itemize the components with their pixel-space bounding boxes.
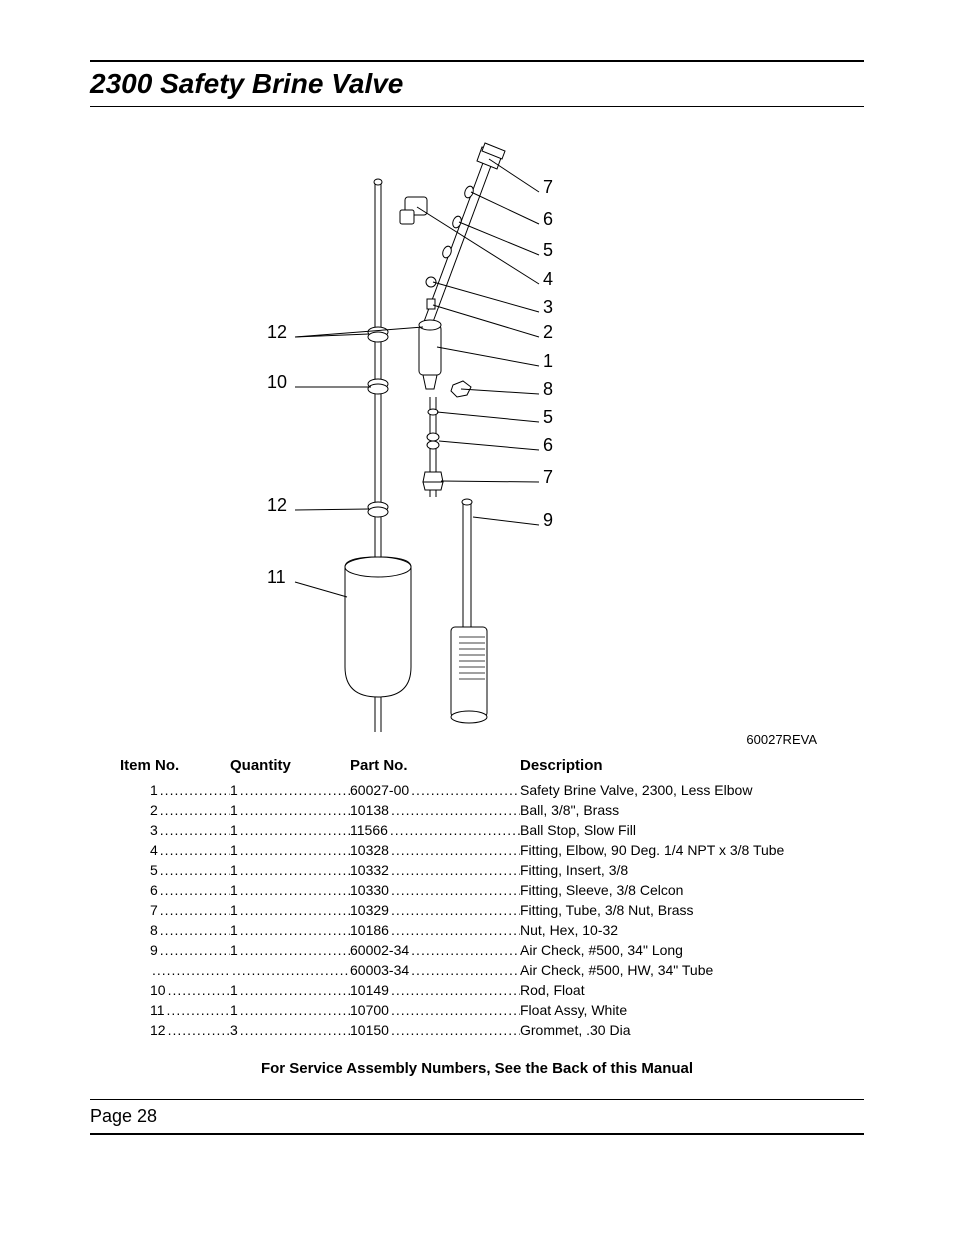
cell-item-no: 7 <box>120 902 230 918</box>
callout-number: 6 <box>543 209 553 230</box>
cell-quantity: 1 <box>230 1002 350 1018</box>
cell-quantity: 1 <box>230 902 350 918</box>
table-row: 5110332Fitting, Insert, 3/8 <box>120 862 864 878</box>
cell-part-no: 10700 <box>350 1002 520 1018</box>
top-rule <box>90 60 864 62</box>
callout-number: 5 <box>543 240 553 261</box>
cell-quantity: 1 <box>230 882 350 898</box>
header-quantity: Quantity <box>230 757 350 774</box>
cell-part-no: 60027-00 <box>350 782 520 798</box>
page-number: Page 28 <box>90 1106 864 1135</box>
callout-number: 3 <box>543 297 553 318</box>
header-item-no: Item No. <box>120 757 230 774</box>
callout-number: 2 <box>543 322 553 343</box>
cell-part-no: 10149 <box>350 982 520 998</box>
cell-quantity: 1 <box>230 782 350 798</box>
table-row: 3111566Ball Stop, Slow Fill <box>120 822 864 838</box>
cell-part-no: 10138 <box>350 802 520 818</box>
header-description: Description <box>520 757 864 774</box>
cell-description: Nut, Hex, 10-32 <box>520 922 864 938</box>
table-row: 9160002-34Air Check, #500, 34" Long <box>120 942 864 958</box>
cell-part-no: 10186 <box>350 922 520 938</box>
table-row: 11110700Float Assy, White <box>120 1002 864 1018</box>
table-row: 8110186Nut, Hex, 10-32 <box>120 922 864 938</box>
table-row: 6110330Fitting, Sleeve, 3/8 Celcon <box>120 882 864 898</box>
table-row: 60003-34Air Check, #500, HW, 34" Tube <box>120 962 864 978</box>
cell-item-no: 1 <box>120 782 230 798</box>
cell-item-no: 10 <box>120 982 230 998</box>
cell-description: Air Check, #500, 34" Long <box>520 942 864 958</box>
diagram-svg <box>227 137 727 747</box>
page-title: 2300 Safety Brine Valve <box>90 68 864 107</box>
table-row: 1160027-00Safety Brine Valve, 2300, Less… <box>120 782 864 798</box>
cell-item-no: 3 <box>120 822 230 838</box>
callout-number: 7 <box>543 177 553 198</box>
table-row: 12310150Grommet, .30 Dia <box>120 1022 864 1038</box>
callout-number: 12 <box>267 322 287 343</box>
diagram-rev-label: 60027REVA <box>746 732 817 747</box>
bottom-rule: Page 28 <box>90 1099 864 1135</box>
cell-description: Safety Brine Valve, 2300, Less Elbow <box>520 782 864 798</box>
callout-number: 9 <box>543 510 553 531</box>
callout-number: 10 <box>267 372 287 393</box>
cell-part-no: 10150 <box>350 1022 520 1038</box>
callout-number: 7 <box>543 467 553 488</box>
cell-quantity: 3 <box>230 1022 350 1038</box>
cell-item-no: 5 <box>120 862 230 878</box>
callout-number: 11 <box>267 567 286 588</box>
cell-part-no: 10330 <box>350 882 520 898</box>
parts-table: Item No. Quantity Part No. Description 1… <box>120 757 864 1038</box>
cell-item-no: 4 <box>120 842 230 858</box>
cell-description: Fitting, Tube, 3/8 Nut, Brass <box>520 902 864 918</box>
cell-quantity: 1 <box>230 822 350 838</box>
cell-item-no: 2 <box>120 802 230 818</box>
cell-item-no: 6 <box>120 882 230 898</box>
cell-part-no: 60003-34 <box>350 962 520 978</box>
table-header-row: Item No. Quantity Part No. Description <box>120 757 864 774</box>
cell-description: Fitting, Elbow, 90 Deg. 1/4 NPT x 3/8 Tu… <box>520 842 864 858</box>
cell-item-no <box>120 962 230 978</box>
header-part-no: Part No. <box>350 757 520 774</box>
cell-description: Fitting, Insert, 3/8 <box>520 862 864 878</box>
cell-quantity: 1 <box>230 942 350 958</box>
exploded-diagram: 765432185679 12101211 60027REVA <box>227 137 727 747</box>
cell-quantity: 1 <box>230 862 350 878</box>
cell-part-no: 10328 <box>350 842 520 858</box>
cell-part-no: 10329 <box>350 902 520 918</box>
callout-number: 1 <box>543 351 553 372</box>
cell-part-no: 11566 <box>350 822 520 838</box>
cell-part-no: 10332 <box>350 862 520 878</box>
cell-item-no: 9 <box>120 942 230 958</box>
cell-item-no: 11 <box>120 1002 230 1018</box>
callout-number: 6 <box>543 435 553 456</box>
cell-description: Grommet, .30 Dia <box>520 1022 864 1038</box>
cell-description: Ball, 3/8", Brass <box>520 802 864 818</box>
cell-quantity: 1 <box>230 982 350 998</box>
cell-description: Fitting, Sleeve, 3/8 Celcon <box>520 882 864 898</box>
cell-item-no: 12 <box>120 1022 230 1038</box>
cell-description: Rod, Float <box>520 982 864 998</box>
table-row: 10110149Rod, Float <box>120 982 864 998</box>
cell-description: Air Check, #500, HW, 34" Tube <box>520 962 864 978</box>
cell-description: Float Assy, White <box>520 1002 864 1018</box>
table-row: 7110329Fitting, Tube, 3/8 Nut, Brass <box>120 902 864 918</box>
service-footnote: For Service Assembly Numbers, See the Ba… <box>90 1060 864 1077</box>
cell-quantity <box>230 962 350 978</box>
callout-number: 5 <box>543 407 553 428</box>
callout-number: 4 <box>543 269 553 290</box>
cell-item-no: 8 <box>120 922 230 938</box>
callout-number: 12 <box>267 495 287 516</box>
cell-description: Ball Stop, Slow Fill <box>520 822 864 838</box>
callout-number: 8 <box>543 379 553 400</box>
cell-quantity: 1 <box>230 802 350 818</box>
cell-part-no: 60002-34 <box>350 942 520 958</box>
table-row: 2110138Ball, 3/8", Brass <box>120 802 864 818</box>
cell-quantity: 1 <box>230 922 350 938</box>
table-row: 4110328Fitting, Elbow, 90 Deg. 1/4 NPT x… <box>120 842 864 858</box>
cell-quantity: 1 <box>230 842 350 858</box>
